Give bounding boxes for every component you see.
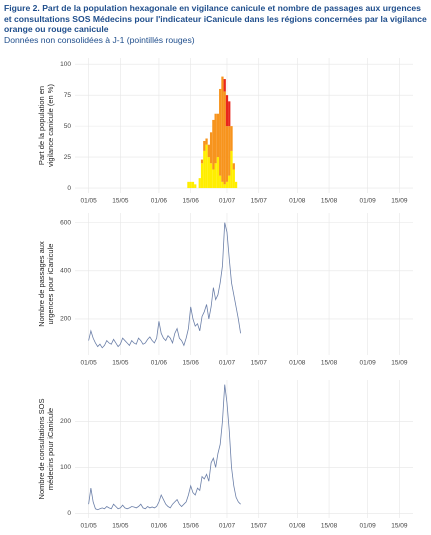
x-tick-label: 01/09 bbox=[359, 523, 376, 530]
bar bbox=[232, 169, 235, 189]
bar bbox=[205, 144, 208, 189]
y-tick-label: 75 bbox=[64, 92, 72, 99]
x-tick-label: 15/07 bbox=[251, 523, 268, 530]
bar bbox=[203, 150, 206, 189]
bar bbox=[209, 132, 213, 164]
x-tick-label: 01/08 bbox=[289, 198, 306, 205]
y-axis-label: vigilance canicule (en %) bbox=[46, 84, 55, 167]
x-tick-label: 01/05 bbox=[80, 523, 97, 530]
bar bbox=[223, 79, 226, 92]
y-tick-label: 600 bbox=[60, 219, 71, 226]
bar bbox=[223, 184, 226, 189]
line bbox=[88, 222, 241, 349]
chart-title: Figure 2. Part de la population hexagona… bbox=[4, 3, 427, 34]
x-tick-label: 15/06 bbox=[183, 198, 200, 205]
bar bbox=[219, 175, 222, 189]
y-tick-label: 400 bbox=[60, 267, 71, 274]
line bbox=[88, 384, 241, 511]
x-tick-label: 15/05 bbox=[112, 360, 129, 367]
bar bbox=[187, 181, 190, 189]
bar bbox=[214, 113, 217, 164]
x-tick-label: 15/09 bbox=[391, 523, 408, 530]
x-tick-label: 01/08 bbox=[289, 360, 306, 367]
bar bbox=[216, 157, 220, 189]
x-tick-label: 01/09 bbox=[359, 360, 376, 367]
bar bbox=[230, 150, 233, 189]
bar bbox=[223, 91, 226, 185]
x-tick-label: 15/09 bbox=[391, 360, 408, 367]
x-tick-label: 15/06 bbox=[183, 523, 200, 530]
y-axis-label: médecins pour iCanicule bbox=[46, 408, 55, 490]
y-tick-label: 200 bbox=[60, 418, 71, 425]
x-tick-label: 15/05 bbox=[112, 198, 129, 205]
bar bbox=[203, 140, 206, 151]
bar bbox=[198, 178, 201, 189]
bar bbox=[228, 175, 231, 189]
x-tick-label: 01/08 bbox=[289, 523, 306, 530]
bar bbox=[212, 119, 215, 170]
x-tick-label: 01/06 bbox=[151, 198, 168, 205]
bar bbox=[221, 181, 224, 189]
x-tick-label: 01/07 bbox=[219, 360, 236, 367]
bar bbox=[207, 144, 210, 158]
bar bbox=[228, 126, 231, 176]
x-tick-label: 15/05 bbox=[112, 523, 129, 530]
y-tick-label: 0 bbox=[67, 185, 71, 192]
x-tick-label: 15/07 bbox=[251, 360, 268, 367]
x-tick-label: 15/07 bbox=[251, 198, 268, 205]
bar bbox=[191, 181, 195, 189]
bar bbox=[205, 138, 208, 145]
bar bbox=[219, 88, 222, 176]
bar bbox=[230, 126, 233, 151]
y-tick-label: 25 bbox=[64, 154, 72, 161]
bar bbox=[209, 163, 213, 189]
bar bbox=[194, 184, 197, 189]
bar bbox=[234, 181, 238, 189]
x-tick-label: 15/08 bbox=[321, 523, 338, 530]
y-tick-label: 0 bbox=[67, 510, 71, 517]
y-axis-label: Part de la population en bbox=[37, 86, 46, 165]
bar bbox=[232, 163, 235, 170]
bar bbox=[200, 159, 204, 164]
y-axis-label: urgences pour iCanicule bbox=[46, 244, 55, 325]
x-tick-label: 15/06 bbox=[183, 360, 200, 367]
bar bbox=[200, 163, 204, 189]
x-tick-label: 01/09 bbox=[359, 198, 376, 205]
y-tick-label: 100 bbox=[60, 464, 71, 471]
x-tick-label: 15/09 bbox=[391, 198, 408, 205]
bar bbox=[216, 113, 220, 158]
bar bbox=[207, 157, 210, 189]
bar bbox=[212, 169, 215, 189]
x-tick-label: 15/08 bbox=[321, 360, 338, 367]
x-tick-label: 01/06 bbox=[151, 523, 168, 530]
bar bbox=[228, 101, 231, 127]
x-tick-label: 01/06 bbox=[151, 360, 168, 367]
bar bbox=[225, 95, 229, 127]
bar bbox=[225, 126, 229, 182]
bar bbox=[214, 163, 217, 189]
x-tick-label: 01/07 bbox=[219, 198, 236, 205]
bar bbox=[221, 76, 224, 182]
x-tick-label: 01/05 bbox=[80, 360, 97, 367]
bar bbox=[225, 181, 229, 189]
y-tick-label: 100 bbox=[60, 61, 71, 68]
bar bbox=[189, 181, 192, 189]
y-tick-label: 200 bbox=[60, 316, 71, 323]
y-tick-label: 50 bbox=[64, 123, 72, 130]
x-tick-label: 15/08 bbox=[321, 198, 338, 205]
x-tick-label: 01/07 bbox=[219, 523, 236, 530]
y-axis-label: Nombre de consultations SOS bbox=[37, 399, 46, 500]
x-tick-label: 01/05 bbox=[80, 198, 97, 205]
chart-subtitle: Données non consolidées à J-1 (pointillé… bbox=[4, 35, 195, 45]
y-axis-label: Nombre de passages aux bbox=[37, 241, 46, 327]
